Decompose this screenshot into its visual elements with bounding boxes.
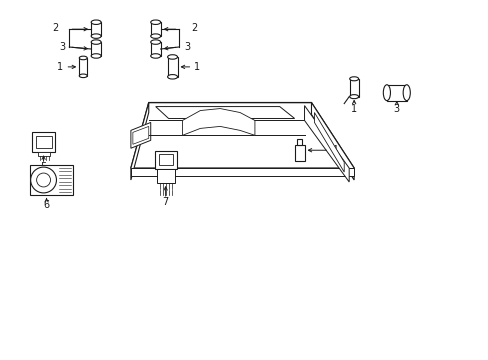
Bar	[32, 132, 55, 152]
Polygon shape	[182, 109, 254, 135]
Ellipse shape	[167, 55, 177, 59]
Bar	[156, 169, 174, 183]
Bar	[167, 57, 177, 77]
Polygon shape	[131, 122, 150, 148]
Bar	[297, 139, 302, 145]
Ellipse shape	[91, 40, 101, 44]
Text: 5: 5	[41, 162, 46, 172]
Circle shape	[31, 167, 56, 193]
Ellipse shape	[150, 20, 161, 24]
Polygon shape	[155, 107, 294, 118]
Text: 3: 3	[184, 42, 190, 52]
Polygon shape	[131, 103, 148, 180]
Ellipse shape	[150, 54, 161, 58]
Ellipse shape	[150, 34, 161, 39]
Polygon shape	[314, 113, 344, 172]
Ellipse shape	[91, 54, 101, 58]
Text: 1: 1	[57, 62, 63, 72]
Bar	[386, 85, 406, 100]
Polygon shape	[133, 126, 148, 144]
Text: 1: 1	[194, 62, 200, 72]
Text: 2: 2	[191, 23, 197, 33]
Polygon shape	[131, 168, 353, 176]
Polygon shape	[304, 105, 348, 182]
Ellipse shape	[150, 40, 161, 44]
Polygon shape	[311, 103, 353, 180]
Bar	[36, 136, 51, 148]
Text: 6: 6	[43, 200, 49, 210]
Bar	[154, 151, 176, 169]
Text: 3: 3	[59, 42, 65, 52]
Circle shape	[37, 173, 50, 187]
Ellipse shape	[79, 56, 87, 60]
Text: 4: 4	[330, 145, 337, 155]
Bar	[294, 145, 304, 161]
Ellipse shape	[349, 77, 358, 81]
Bar	[91, 42, 101, 56]
Bar	[30, 165, 73, 195]
Text: 2: 2	[52, 23, 59, 33]
Bar	[38, 152, 49, 156]
Bar	[150, 42, 161, 56]
Ellipse shape	[79, 74, 87, 78]
Text: 7: 7	[162, 197, 168, 207]
Ellipse shape	[402, 85, 409, 100]
Ellipse shape	[91, 34, 101, 39]
Bar	[349, 79, 358, 96]
Bar	[150, 22, 161, 36]
Ellipse shape	[167, 75, 177, 79]
Ellipse shape	[349, 95, 358, 99]
Polygon shape	[131, 103, 353, 168]
Bar	[158, 154, 172, 165]
Text: 1: 1	[350, 104, 356, 113]
Bar	[91, 22, 101, 36]
Text: 3: 3	[393, 104, 399, 113]
Ellipse shape	[383, 85, 389, 100]
Bar	[79, 58, 87, 76]
Ellipse shape	[91, 20, 101, 24]
